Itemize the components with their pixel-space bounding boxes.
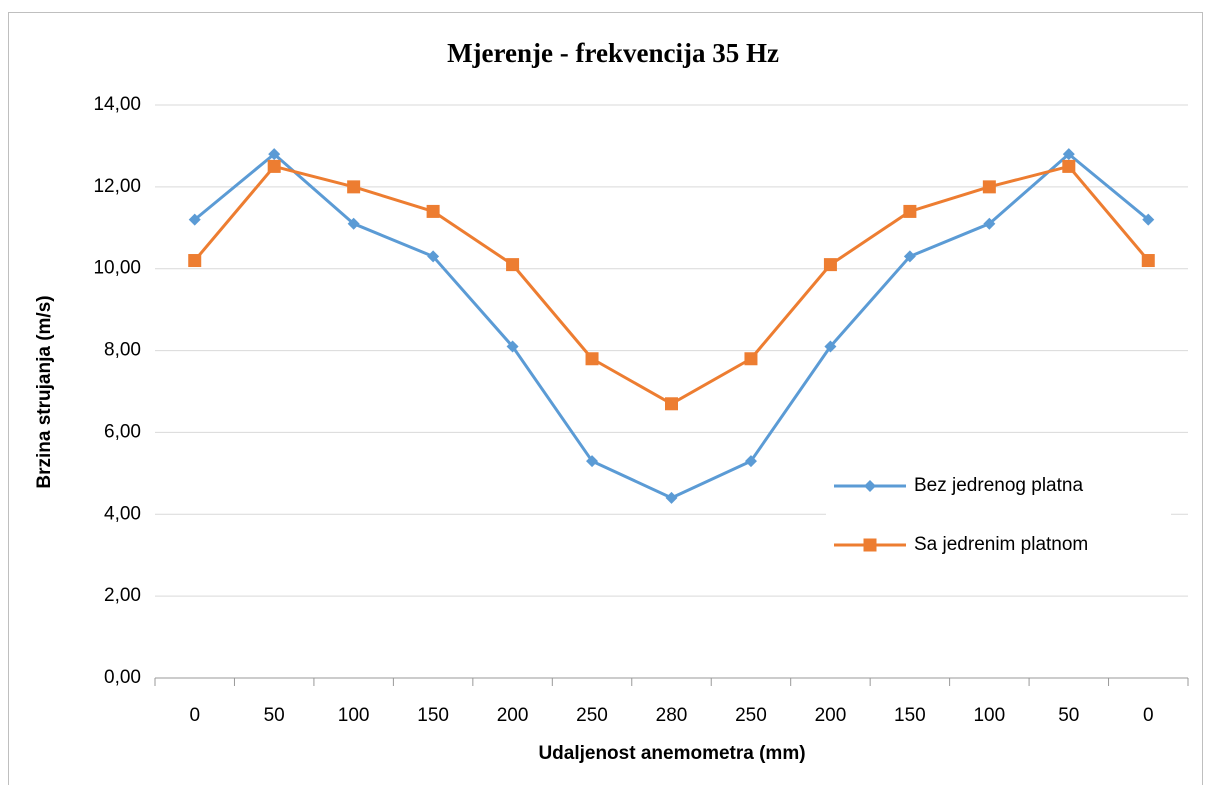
y-tick-label: 12,00 — [93, 176, 141, 197]
data-point — [823, 258, 837, 272]
data-point — [188, 213, 201, 226]
data-point — [506, 340, 519, 353]
data-point — [347, 180, 361, 194]
x-tick-label: 100 — [338, 705, 370, 726]
legend-marker — [864, 480, 876, 492]
data-point — [665, 397, 678, 411]
x-tick-label: 280 — [656, 705, 688, 726]
x-tick-label: 250 — [735, 705, 767, 726]
x-tick-label: 100 — [973, 705, 1005, 726]
data-point — [268, 148, 281, 161]
y-axis-label: Brzina strujanja (m/s) — [34, 295, 55, 488]
data-point — [427, 250, 440, 263]
data-point — [426, 204, 440, 218]
x-tick-label: 200 — [815, 705, 847, 726]
data-point — [983, 217, 996, 230]
data-point — [1062, 159, 1076, 173]
x-tick-label: 0 — [1143, 705, 1154, 726]
x-axis-label: Udaljenost anemometra (mm) — [538, 743, 805, 764]
x-tick-label: 50 — [264, 705, 285, 726]
data-point — [1062, 148, 1075, 161]
x-tick-label: 150 — [894, 705, 926, 726]
y-tick-label: 0,00 — [104, 667, 141, 688]
x-tick-label: 0 — [189, 705, 200, 726]
data-point — [903, 250, 916, 263]
data-point — [744, 352, 758, 366]
y-tick-label: 10,00 — [93, 258, 141, 279]
data-point — [665, 491, 678, 504]
data-point — [347, 217, 360, 230]
legend-label: Sa jedrenim platnom — [914, 534, 1088, 555]
data-point — [586, 455, 599, 468]
data-point — [585, 352, 599, 366]
x-tick-label: 50 — [1058, 705, 1079, 726]
y-tick-label: 4,00 — [104, 503, 141, 524]
y-tick-label: 2,00 — [104, 585, 141, 606]
data-point — [824, 340, 837, 353]
data-point — [1142, 213, 1155, 226]
chart-frame — [8, 12, 1203, 785]
data-point — [267, 159, 281, 173]
x-tick-label: 200 — [497, 705, 529, 726]
data-point — [982, 180, 996, 194]
legend-box — [826, 462, 1171, 572]
y-tick-label: 8,00 — [104, 340, 141, 361]
x-tick-label: 150 — [417, 705, 449, 726]
data-point — [744, 455, 757, 468]
legend-marker — [863, 538, 877, 552]
data-point — [506, 258, 520, 272]
y-tick-label: 14,00 — [93, 94, 141, 115]
chart-title: Mjerenje - frekvencija 35 Hz — [447, 38, 779, 68]
y-tick-label: 6,00 — [104, 421, 141, 442]
data-point — [903, 204, 917, 218]
data-point — [188, 254, 202, 268]
legend-label: Bez jedrenog platna — [914, 475, 1083, 496]
data-point — [1141, 254, 1155, 268]
x-tick-label: 250 — [576, 705, 608, 726]
